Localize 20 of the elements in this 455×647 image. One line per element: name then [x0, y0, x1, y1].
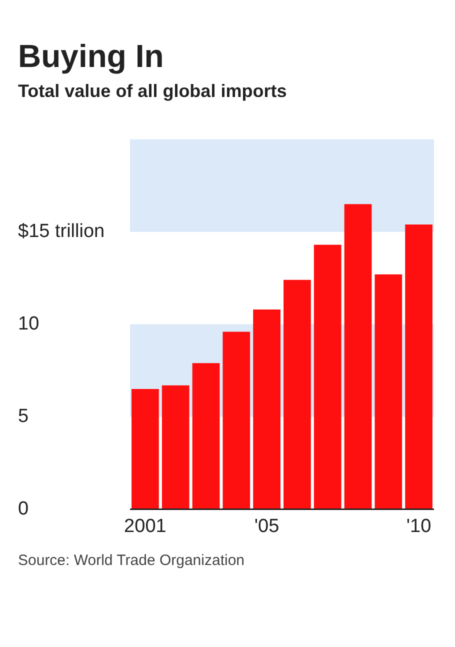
source-note: Source: World Trade Organization — [18, 552, 246, 569]
y-tick-label: 5 — [18, 406, 29, 427]
bar — [284, 280, 311, 510]
y-tick-label: 0 — [18, 498, 29, 520]
chart-subtitle: Total value of all global imports — [18, 81, 288, 102]
bar — [344, 204, 372, 510]
x-tick-label: '10 — [406, 516, 432, 537]
x-tick-label: 2001 — [124, 516, 166, 537]
x-tick-label: '05 — [254, 516, 280, 537]
bar — [222, 332, 250, 510]
bar — [314, 244, 342, 510]
bar — [405, 224, 432, 510]
bar — [132, 389, 159, 510]
bar — [192, 363, 220, 510]
y-tick-label: $15 trillion — [18, 221, 105, 242]
chart-title: Buying In — [18, 38, 165, 75]
bar — [374, 274, 402, 510]
y-tick-label: 10 — [18, 314, 40, 335]
bar — [162, 385, 190, 510]
bar — [253, 310, 280, 510]
